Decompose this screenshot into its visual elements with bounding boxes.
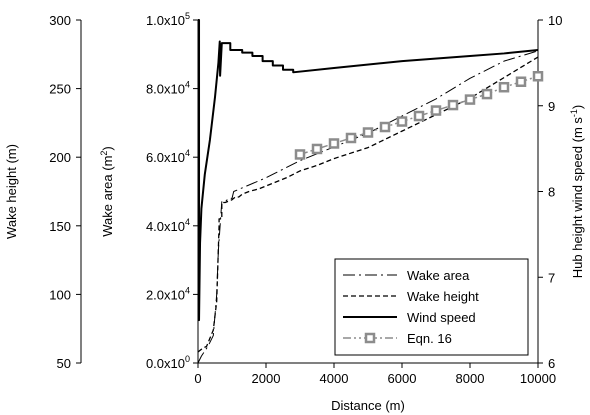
wake-area-tick-exponent: 4 <box>185 285 190 295</box>
wake-area-tick-exponent: 5 <box>185 11 190 21</box>
wake-area-tick-exponent: 4 <box>185 217 190 227</box>
wake-area-tick-label: 8.0x104 <box>146 80 190 97</box>
wake-area-tick-label: 4.0x104 <box>146 217 190 234</box>
wind-speed-tick-label: 6 <box>548 356 555 371</box>
legend: Wake area Wake height Wind speed Eqn. 16 <box>334 258 529 356</box>
wake-area-axis-label-sup: 2 <box>99 151 109 156</box>
wake-height-tick-label: 300 <box>49 13 71 28</box>
x-tick-label: 6000 <box>388 371 417 386</box>
wake-area-axis-label: Wake area (m2) <box>99 146 115 237</box>
wind-speed-axis-label-end: ) <box>570 105 585 109</box>
wind-speed-tick-label: 9 <box>548 99 555 114</box>
wake-area-tick-label: 1.0x105 <box>146 11 190 28</box>
wake-height-axis-label: Wake height (m) <box>4 144 19 239</box>
legend-label: Wake height <box>407 289 479 304</box>
x-tick-label: 0 <box>194 371 201 386</box>
legend-label: Wind speed <box>407 310 476 325</box>
wind-speed-tick-label: 10 <box>548 13 562 28</box>
eqn16-marker <box>430 105 442 116</box>
wake-height-tick-label: 50 <box>57 356 71 371</box>
wake-area-tick-mantissa: 8.0x10 <box>146 82 185 97</box>
eqn16-marker <box>379 121 391 133</box>
wake-area-axis-label-main: Wake area (m <box>100 156 115 237</box>
wind-speed-tick-label: 7 <box>548 270 555 285</box>
wake-height-tick-label: 100 <box>49 287 71 302</box>
wind-speed-axis-label-sup: -1 <box>569 109 579 117</box>
eqn16-marker <box>447 99 459 111</box>
eqn16-marker <box>464 94 476 105</box>
wake-height-tick-label: 200 <box>49 150 71 165</box>
series-line-wind-speed <box>198 19 539 322</box>
series-layer <box>197 19 544 364</box>
x-tick-label: 4000 <box>320 371 349 386</box>
wake-area-tick-label: 0.0x100 <box>146 354 190 371</box>
legend-label: Wake area <box>407 268 470 283</box>
eqn16-marker <box>345 132 357 144</box>
x-tick-label: 8000 <box>456 371 485 386</box>
eqn16-marker <box>498 81 510 93</box>
eqn16-marker <box>515 76 527 87</box>
legend-label: Eqn. 16 <box>407 331 452 346</box>
x-tick-label: 2000 <box>252 371 281 386</box>
wake-area-tick-label: 6.0x104 <box>146 148 190 165</box>
x-axis-label: Distance (m) <box>331 398 405 413</box>
wind-speed-axis-label-main: Hub height wind speed (m s <box>570 117 585 279</box>
wake-height-tick-label: 250 <box>49 82 71 97</box>
legend-swatch-marker <box>364 332 376 344</box>
wake-area-tick-exponent: 4 <box>185 80 190 90</box>
wake-area-tick-mantissa: 0.0x10 <box>146 356 185 371</box>
series-line-wake-area <box>197 50 539 364</box>
eqn16-marker <box>362 127 374 138</box>
eqn16-marker <box>294 149 306 160</box>
wake-area-tick-exponent: 0 <box>185 354 190 364</box>
wind-speed-axis-label: Hub height wind speed (m s-1) <box>569 105 585 279</box>
wake-area-tick-mantissa: 1.0x10 <box>146 13 185 28</box>
wake-area-tick-mantissa: 6.0x10 <box>146 150 185 165</box>
x-tick-label: 10000 <box>520 371 556 386</box>
series-line-wake-height <box>197 56 539 353</box>
axes-layer: 0.0x1002.0x1044.0x1046.0x1048.0x1041.0x1… <box>4 11 585 413</box>
wake-area-tick-mantissa: 2.0x10 <box>146 287 185 302</box>
wake-area-axis-label-end: ) <box>100 146 115 150</box>
eqn16-marker <box>532 71 544 82</box>
eqn16-marker <box>481 88 493 100</box>
wake-area-tick-mantissa: 4.0x10 <box>146 219 185 234</box>
eqn16-marker <box>328 138 340 149</box>
wake-area-tick-exponent: 4 <box>185 148 190 158</box>
wake-area-tick-label: 2.0x104 <box>146 285 190 302</box>
wind-speed-tick-label: 8 <box>548 185 555 200</box>
eqn16-marker <box>396 116 408 127</box>
eqn16-marker <box>311 143 323 155</box>
wake-height-tick-label: 150 <box>49 219 71 234</box>
eqn16-marker <box>413 110 425 122</box>
